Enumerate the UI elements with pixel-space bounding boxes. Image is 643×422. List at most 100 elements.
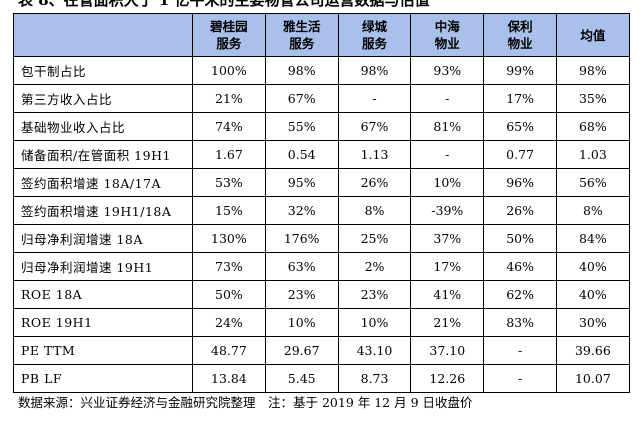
table-row: 归母净利润增速 18A 130% 176% 25% 37% 50% 84% bbox=[13, 224, 630, 253]
table-cell: - bbox=[410, 84, 485, 113]
table-cell: 0.54 bbox=[264, 140, 339, 169]
table-cell: 21% bbox=[192, 84, 266, 113]
table-cell: -39% bbox=[410, 196, 485, 225]
row-label: PE TTM bbox=[13, 336, 193, 365]
table-cell: 67% bbox=[264, 84, 339, 113]
table-cell: 68% bbox=[555, 112, 630, 141]
header-cell-average: 均值 bbox=[555, 13, 630, 57]
table-cell: 84% bbox=[555, 224, 630, 253]
table-cell: 67% bbox=[337, 112, 412, 141]
table-cell: 32% bbox=[264, 196, 339, 225]
table-row: PB LF 13.84 5.45 8.73 12.26-10.07 bbox=[13, 364, 630, 393]
table-cell: 46% bbox=[483, 252, 557, 281]
row-label: 签约面积增速 18A/17A bbox=[13, 168, 193, 197]
table-cell: 41% bbox=[410, 280, 485, 309]
table-cell: - bbox=[483, 364, 557, 393]
table-cell: 30% bbox=[555, 308, 630, 337]
table-cell: 93% bbox=[410, 56, 485, 85]
table-cell: 24% bbox=[192, 308, 266, 337]
table-cell: 53% bbox=[192, 168, 266, 197]
row-label: ROE 19H1 bbox=[13, 308, 193, 337]
header-line: 均值 bbox=[580, 27, 606, 43]
table-cell: 2% bbox=[337, 252, 412, 281]
header-cell-country-garden: 碧桂园 服务 bbox=[192, 13, 266, 57]
table-title: 表 8、在管面积大于 1 亿平米的主要物管公司运营数据与估值 bbox=[18, 0, 430, 9]
table-cell: 130% bbox=[192, 224, 266, 253]
table-cell: 8.73 bbox=[337, 364, 412, 393]
header-line: 雅生活 bbox=[282, 19, 321, 34]
table-cell: - bbox=[483, 336, 557, 365]
row-label: 签约面积增速 19H1/18A bbox=[13, 196, 193, 225]
table-cell: 21% bbox=[410, 308, 485, 337]
header-line: 中海 bbox=[434, 19, 460, 34]
table-cell: - bbox=[337, 84, 412, 113]
table-row: 储备面积/在管面积 19H1 1.67 0.54 1.13-0.77 1.03 bbox=[13, 140, 630, 169]
header-cell-greentown: 绿城 服务 bbox=[337, 13, 412, 57]
table-cell: 95% bbox=[264, 168, 339, 197]
table-cell: 37.10 bbox=[410, 336, 485, 365]
table-row: 签约面积增速 19H1/18A 15% 32% 8% -39% 26% 8% bbox=[13, 196, 630, 225]
table-row: 第三方收入占比 21% 67% - -17% 35% bbox=[13, 84, 630, 113]
table-cell: 81% bbox=[410, 112, 485, 141]
table-cell: 0.77 bbox=[483, 140, 557, 169]
row-label: PB LF bbox=[13, 364, 193, 393]
table-cell: 23% bbox=[264, 280, 339, 309]
header-line: 物业 bbox=[507, 36, 533, 51]
table-cell: 62% bbox=[483, 280, 557, 309]
header-line: 绿城 bbox=[361, 19, 387, 34]
table-cell: 1.67 bbox=[192, 140, 266, 169]
row-label: ROE 18A bbox=[13, 280, 193, 309]
source-note: 数据来源：兴业证券经济与金融研究院整理 注：基于 2019 年 12 月 9 日… bbox=[18, 395, 473, 410]
header-line: 物业 bbox=[434, 36, 460, 51]
row-label: 基础物业收入占比 bbox=[13, 112, 193, 141]
table-cell: 15% bbox=[192, 196, 266, 225]
table-row: ROE 19H1 24% 10% 10% 21% 83% 30% bbox=[13, 308, 630, 337]
table-cell: 63% bbox=[264, 252, 339, 281]
header-cell-ever-sunshine: 雅生活 服务 bbox=[264, 13, 339, 57]
table-cell: 1.03 bbox=[555, 140, 630, 169]
table-cell: 17% bbox=[410, 252, 485, 281]
table-row: 包干制占比 100% 98% 98% 93% 99% 98% bbox=[13, 56, 630, 85]
table-cell: 1.13 bbox=[337, 140, 412, 169]
table-cell: 98% bbox=[264, 56, 339, 85]
table-row: 归母净利润增速 19H1 73% 63% 2% 17% 46% 40% bbox=[13, 252, 630, 281]
table-cell: 43.10 bbox=[337, 336, 412, 365]
table-cell: 12.26 bbox=[410, 364, 485, 393]
header-cell-poly: 保利 物业 bbox=[483, 13, 557, 57]
table-cell: 13.84 bbox=[192, 364, 266, 393]
table-cell: 26% bbox=[337, 168, 412, 197]
table-row: 基础物业收入占比 74% 55% 67% 81% 65% 68% bbox=[13, 112, 630, 141]
table-cell: 100% bbox=[192, 56, 266, 85]
table-cell: 8% bbox=[555, 196, 630, 225]
header-row: 碧桂园 服务 雅生活 服务 绿城 服务 中海 物业 保利 物业 均值 bbox=[13, 13, 630, 57]
table-row: ROE 18A 50% 23% 23% 41% 62% 40% bbox=[13, 280, 630, 309]
table-cell: 48.77 bbox=[192, 336, 266, 365]
header-line: 服务 bbox=[216, 36, 242, 51]
table-cell: 55% bbox=[264, 112, 339, 141]
row-label: 包干制占比 bbox=[13, 56, 193, 85]
table-cell: 99% bbox=[483, 56, 557, 85]
header-cell-blank bbox=[13, 13, 193, 57]
table-cell: 98% bbox=[337, 56, 412, 85]
row-label: 第三方收入占比 bbox=[13, 84, 193, 113]
table-cell: 17% bbox=[483, 84, 557, 113]
table-cell: 5.45 bbox=[264, 364, 339, 393]
row-label: 储备面积/在管面积 19H1 bbox=[13, 140, 193, 169]
table-cell: 10% bbox=[410, 168, 485, 197]
table-cell: 74% bbox=[192, 112, 266, 141]
table-cell: 73% bbox=[192, 252, 266, 281]
table-cell: 56% bbox=[555, 168, 630, 197]
table-cell: 8% bbox=[337, 196, 412, 225]
table-cell: 83% bbox=[483, 308, 557, 337]
table-cell: 35% bbox=[555, 84, 630, 113]
table-cell: 23% bbox=[337, 280, 412, 309]
table-cell: 50% bbox=[483, 224, 557, 253]
table-cell: 26% bbox=[483, 196, 557, 225]
table-cell: 10.07 bbox=[555, 364, 630, 393]
table-cell: 98% bbox=[555, 56, 630, 85]
data-table: 碧桂园 服务 雅生活 服务 绿城 服务 中海 物业 保利 物业 均值 bbox=[13, 13, 630, 393]
header-line: 碧桂园 bbox=[210, 19, 248, 34]
header-line: 服务 bbox=[289, 36, 315, 51]
table-cell: 50% bbox=[192, 280, 266, 309]
table-cell: 96% bbox=[483, 168, 557, 197]
